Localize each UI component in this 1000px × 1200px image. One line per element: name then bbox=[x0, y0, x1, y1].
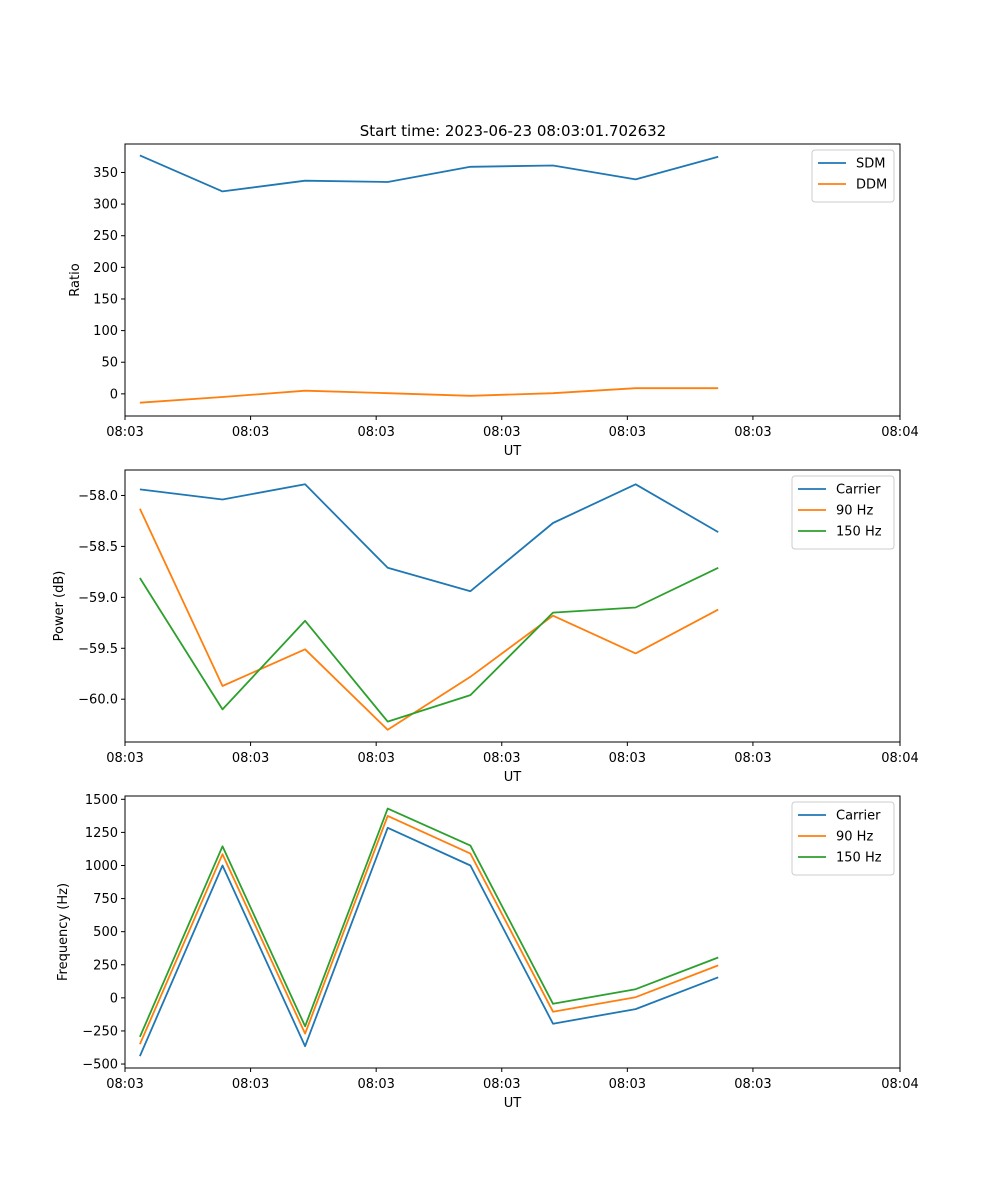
legend-label: DDM bbox=[856, 178, 887, 193]
series-line-150-hz bbox=[139, 566, 719, 723]
series-line-90-hz bbox=[139, 508, 719, 731]
power-subplot: 08:03 08:03 08:03 08:03 08:03 08:03 08:04 −60.0… bbox=[52, 469, 919, 785]
x-tick-label: 08:03 bbox=[232, 1077, 269, 1092]
x-tick-label: 08:03 bbox=[609, 1077, 646, 1092]
y-axis-label: Ratio bbox=[68, 263, 83, 296]
y-tick-label: −58.5 bbox=[78, 540, 118, 555]
y-tick-label: 250 bbox=[93, 958, 118, 973]
x-tick-label: 08:03 bbox=[609, 751, 646, 766]
y-tick-label: 0 bbox=[110, 387, 118, 402]
legend-label: SDM bbox=[856, 157, 885, 172]
y-tick-label: −58.0 bbox=[78, 489, 118, 504]
y-tick-label: −59.0 bbox=[78, 591, 118, 606]
series-line-150-hz bbox=[139, 807, 719, 1038]
series-line-sdm bbox=[139, 154, 719, 193]
x-tick-label: 08:03 bbox=[232, 751, 269, 766]
axes-frame bbox=[124, 143, 901, 417]
x-tick-label: 08:03 bbox=[357, 425, 394, 440]
ratio-subplot: 08:03 08:03 08:03 08:03 08:03 08:03 08:04 0 50 10… bbox=[68, 143, 919, 459]
x-tick-label: 08:03 bbox=[106, 751, 143, 766]
x-tick-label: 08:04 bbox=[881, 425, 918, 440]
y-tick-label: 350 bbox=[93, 166, 118, 181]
x-tick-label: 08:03 bbox=[734, 425, 771, 440]
series-line-ddm bbox=[139, 387, 719, 404]
y-tick-label: 0 bbox=[110, 991, 118, 1006]
x-tick-label: 08:03 bbox=[106, 1077, 143, 1092]
legend-label: 150 Hz bbox=[836, 851, 882, 866]
legend: SDM DDM bbox=[811, 149, 895, 203]
legend-label: 90 Hz bbox=[836, 830, 873, 845]
x-axis-label: UT bbox=[504, 1096, 522, 1111]
y-tick-label: −250 bbox=[82, 1024, 118, 1039]
x-tick-label: 08:03 bbox=[734, 1077, 771, 1092]
y-tick-label: 300 bbox=[93, 198, 118, 213]
y-tick-label: 750 bbox=[93, 892, 118, 907]
y-tick-label: −59.5 bbox=[78, 642, 118, 657]
axes-frame bbox=[124, 795, 901, 1069]
y-axis-label: Power (dB) bbox=[52, 571, 67, 642]
x-tick-label: 08:03 bbox=[106, 425, 143, 440]
x-axis-label: UT bbox=[504, 770, 522, 785]
x-tick-label: 08:03 bbox=[357, 1077, 394, 1092]
frequency-subplot: 08:03 08:03 08:03 08:03 08:03 08:03 08:04 −500 −… bbox=[56, 793, 919, 1111]
series-line-carrier bbox=[139, 826, 719, 1057]
y-tick-label: 1500 bbox=[85, 793, 118, 808]
x-tick-label: 08:03 bbox=[609, 425, 646, 440]
y-tick-label: 250 bbox=[93, 229, 118, 244]
y-tick-label: 100 bbox=[93, 324, 118, 339]
y-tick-label: 1000 bbox=[85, 859, 118, 874]
series-line-90-hz bbox=[139, 815, 719, 1045]
x-axis-label: UT bbox=[504, 444, 522, 459]
y-tick-label: −500 bbox=[82, 1058, 118, 1073]
x-tick-label: 08:03 bbox=[734, 751, 771, 766]
y-tick-label: 1250 bbox=[85, 826, 118, 841]
y-axis-label: Frequency (Hz) bbox=[56, 883, 71, 981]
legend-label: 90 Hz bbox=[836, 504, 873, 519]
x-tick-label: 08:04 bbox=[881, 751, 918, 766]
y-tick-label: 50 bbox=[101, 356, 118, 371]
legend-label: Carrier bbox=[836, 809, 881, 824]
legend-label: Carrier bbox=[836, 483, 881, 498]
x-tick-label: 08:03 bbox=[483, 425, 520, 440]
x-tick-label: 08:04 bbox=[881, 1077, 918, 1092]
legend: Carrier 90 Hz 150 Hz bbox=[791, 475, 895, 550]
x-tick-label: 08:03 bbox=[357, 751, 394, 766]
y-tick-label: 150 bbox=[93, 292, 118, 307]
legend: Carrier 90 Hz 150 Hz bbox=[791, 801, 895, 876]
axes-frame bbox=[124, 469, 901, 743]
legend-label: 150 Hz bbox=[836, 525, 882, 540]
y-tick-label: −60.0 bbox=[78, 693, 118, 708]
series-line-carrier bbox=[139, 483, 719, 593]
x-tick-label: 08:03 bbox=[232, 425, 269, 440]
x-tick-label: 08:03 bbox=[483, 751, 520, 766]
y-tick-label: 500 bbox=[93, 925, 118, 940]
y-tick-label: 200 bbox=[93, 261, 118, 276]
x-tick-label: 08:03 bbox=[483, 1077, 520, 1092]
figure-title: Start time: 2023-06-23 08:03:01.702632 bbox=[360, 122, 666, 140]
